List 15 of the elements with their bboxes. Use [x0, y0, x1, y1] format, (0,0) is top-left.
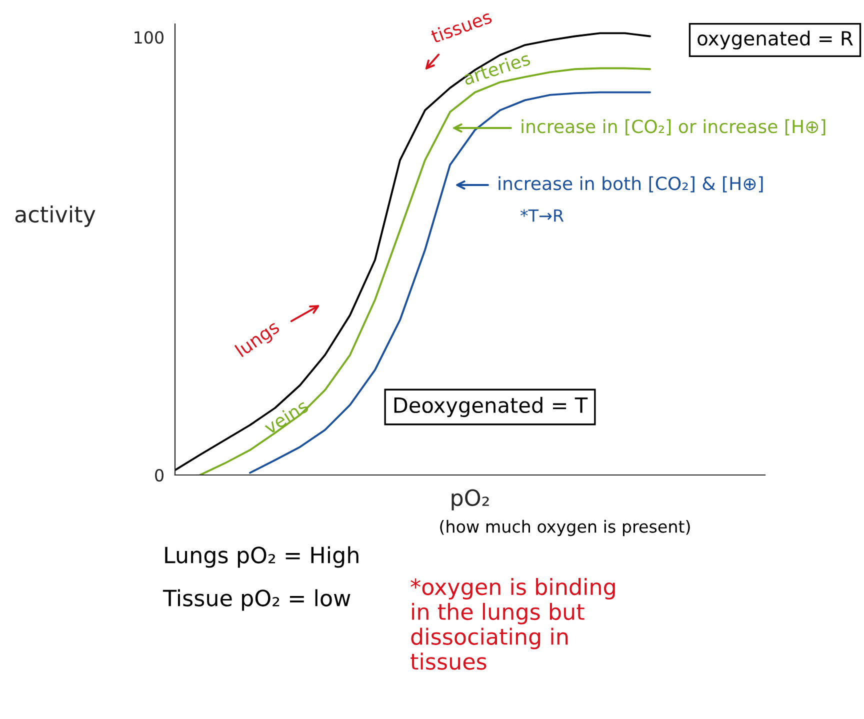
- annotation: increase in both [CO₂] & [H⊕]: [498, 176, 763, 192]
- annotation: oxygenated = R: [698, 30, 853, 50]
- y-axis-title: activity: [15, 205, 96, 227]
- y-tick-label: 100: [134, 31, 164, 44]
- annotation: *T→R: [520, 209, 564, 222]
- text: (how much oxygen is present): [440, 520, 690, 536]
- y-tick-label: 0: [155, 468, 164, 482]
- text: Lungs pO₂ = High: [165, 546, 358, 568]
- annotation: arteries: [462, 51, 531, 86]
- annotation: Deoxygenated = T: [394, 396, 588, 418]
- text: Tissue pO₂ = low: [162, 589, 350, 611]
- annotation: increase in [CO₂] or increase [H⊕]: [522, 119, 826, 136]
- x-axis-title: pO₂: [452, 489, 489, 510]
- annotation: tissues: [430, 9, 493, 44]
- text: *oxygen is binding in the lungs but dissociating in tissues: [410, 578, 615, 670]
